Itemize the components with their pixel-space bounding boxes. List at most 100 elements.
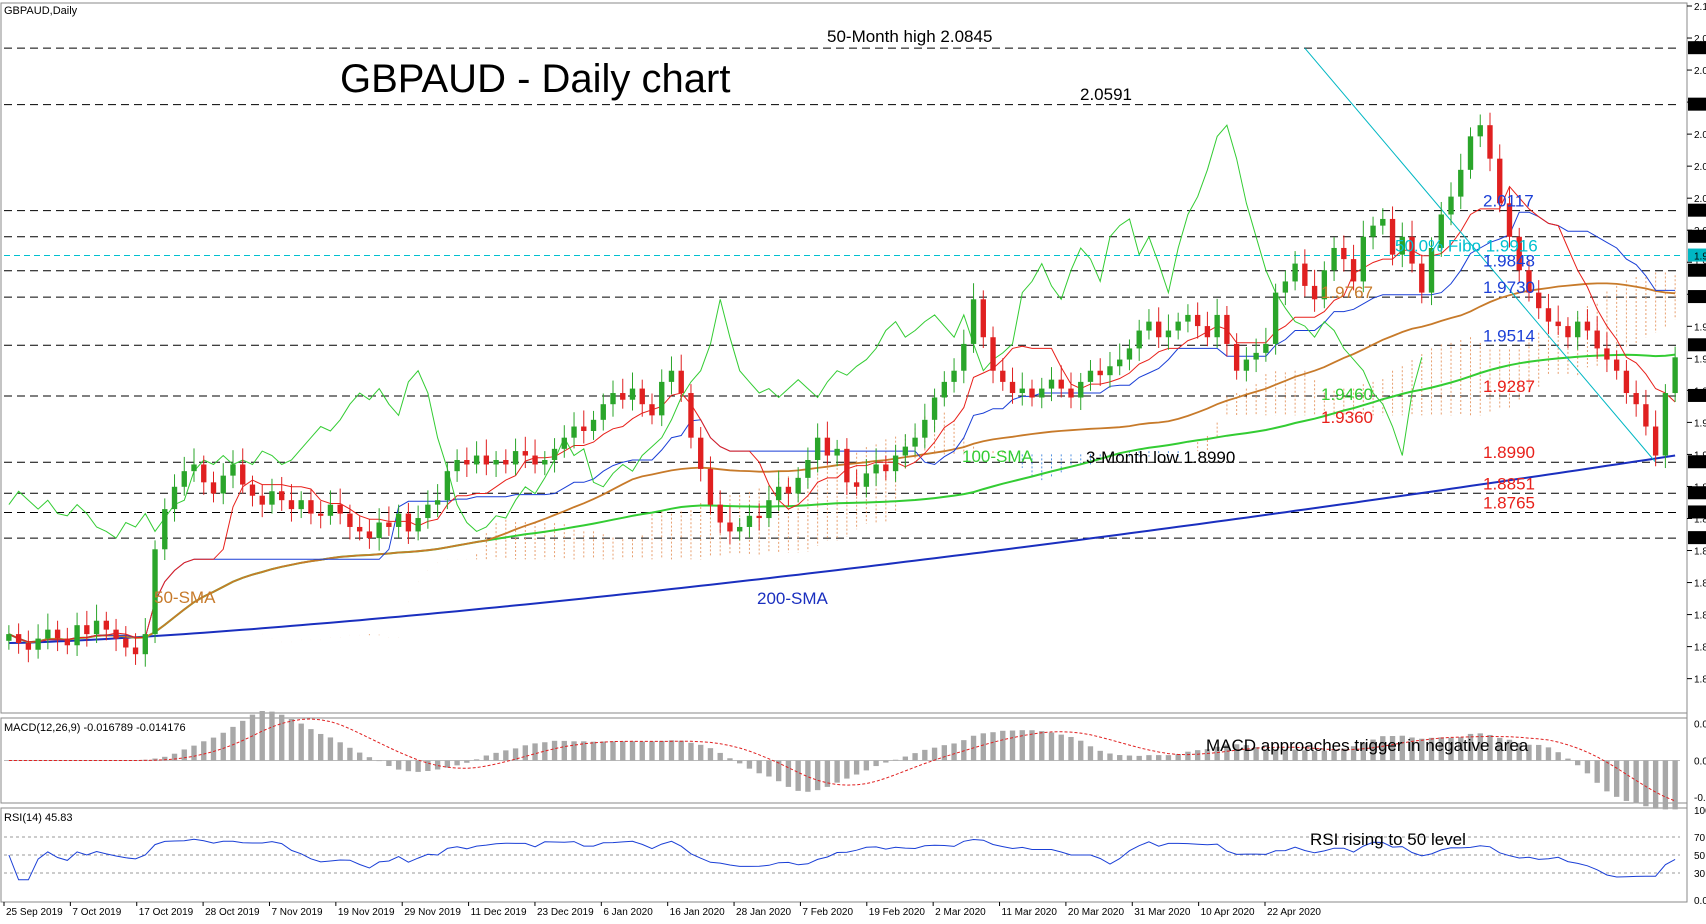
candle-body-77 bbox=[756, 515, 762, 519]
rsi-tick-0: 100.00 bbox=[1694, 806, 1706, 817]
candle-body-127 bbox=[1243, 359, 1250, 371]
candle-body-151 bbox=[1477, 125, 1483, 137]
candle-body-92 bbox=[902, 446, 909, 456]
candle-body-148 bbox=[1448, 196, 1454, 215]
candle-body-158 bbox=[1545, 308, 1552, 322]
candle-body-112 bbox=[1097, 370, 1103, 376]
candle-body-38 bbox=[376, 522, 382, 539]
candle-body-121 bbox=[1185, 314, 1191, 322]
candles bbox=[6, 112, 1678, 667]
candle-body-135 bbox=[1321, 270, 1328, 300]
macd-tick-0: 0.024026 bbox=[1694, 719, 1706, 730]
date-tick-12: 7 Feb 2020 bbox=[802, 907, 853, 918]
candle-body-129 bbox=[1263, 343, 1269, 353]
price-tag-box-11 bbox=[1688, 505, 1706, 519]
candle-body-33 bbox=[327, 504, 334, 516]
level-label-9: 1.8990 bbox=[1483, 443, 1535, 462]
candle-body-156 bbox=[1526, 270, 1532, 293]
price-tick-11: 1.94555 bbox=[1694, 354, 1706, 365]
candle-body-154 bbox=[1506, 203, 1513, 237]
chart-title: GBPAUD - Daily chart bbox=[340, 57, 730, 101]
price-tick-17: 1.85945 bbox=[1694, 547, 1706, 558]
price-tag-box-5 bbox=[1688, 263, 1706, 277]
candle-body-4 bbox=[45, 629, 51, 639]
candle-body-21 bbox=[210, 482, 217, 494]
candle-body-46 bbox=[454, 460, 460, 472]
price-tag-10: 1.88510 bbox=[1694, 489, 1706, 500]
candle-body-164 bbox=[1604, 348, 1610, 360]
candle-body-103 bbox=[1009, 381, 1016, 394]
candle-body-80 bbox=[785, 486, 792, 494]
level-label-11: 1.8765 bbox=[1483, 493, 1535, 512]
candle-body-119 bbox=[1165, 330, 1172, 338]
price-tag-box-9 bbox=[1688, 455, 1706, 469]
candle-body-31 bbox=[308, 500, 314, 514]
candle-body-41 bbox=[405, 513, 412, 532]
date-tick-6: 29 Nov 2019 bbox=[404, 907, 461, 918]
candle-body-12 bbox=[123, 638, 129, 648]
indicator-lines bbox=[8, 47, 1676, 644]
date-tick-14: 2 Mar 2020 bbox=[935, 907, 986, 918]
candle-body-132 bbox=[1292, 263, 1298, 282]
candle-body-25 bbox=[249, 484, 256, 496]
candle-body-105 bbox=[1029, 388, 1035, 398]
candle-body-114 bbox=[1117, 359, 1123, 367]
candle-body-19 bbox=[191, 464, 197, 472]
candle-body-54 bbox=[532, 455, 538, 465]
candle-body-78 bbox=[766, 500, 772, 519]
level-label-5: 1.9848 bbox=[1483, 252, 1535, 271]
candle-body-43 bbox=[425, 504, 431, 519]
candle-body-69 bbox=[678, 370, 684, 394]
candle-body-143 bbox=[1399, 236, 1405, 255]
candle-body-88 bbox=[863, 473, 870, 487]
candle-body-162 bbox=[1584, 321, 1591, 331]
candle-body-117 bbox=[1146, 321, 1152, 331]
candle-body-68 bbox=[668, 370, 675, 382]
price-tag-box-3 bbox=[1688, 229, 1706, 243]
candle-body-137 bbox=[1341, 247, 1347, 260]
level-label-4: 50.0% Fibo 1.9916 bbox=[1395, 237, 1538, 256]
candle-body-118 bbox=[1156, 321, 1162, 338]
candle-body-140 bbox=[1370, 225, 1376, 237]
candle-body-74 bbox=[727, 522, 733, 532]
price-tag-2: 2.01170 bbox=[1694, 207, 1706, 218]
level-label-2: 2.0117 bbox=[1483, 192, 1534, 211]
candle-body-147 bbox=[1438, 214, 1444, 248]
price-tag-4: 1.99160 bbox=[1694, 252, 1706, 263]
price-tag-3: 2.00000 bbox=[1694, 233, 1706, 244]
candle-body-124 bbox=[1214, 314, 1220, 338]
price-tag-box-6 bbox=[1688, 290, 1706, 304]
date-tick-13: 19 Feb 2020 bbox=[869, 907, 926, 918]
candle-body-81 bbox=[795, 477, 801, 494]
date-tick-16: 20 Mar 2020 bbox=[1068, 907, 1125, 918]
candle-body-149 bbox=[1458, 169, 1464, 197]
candle-body-49 bbox=[483, 455, 490, 465]
date-tick-2: 17 Oct 2019 bbox=[139, 907, 194, 918]
symbol-label: GBPAUD,Daily bbox=[4, 5, 78, 17]
candle-body-67 bbox=[659, 381, 665, 416]
candle-body-167 bbox=[1633, 393, 1639, 405]
candle-body-111 bbox=[1087, 370, 1094, 382]
candle-body-166 bbox=[1623, 370, 1630, 394]
date-tick-3: 28 Oct 2019 bbox=[205, 907, 260, 918]
rsi-tick-3: 30.00 bbox=[1694, 869, 1706, 880]
level-label-7: 1.9514 bbox=[1483, 326, 1535, 345]
candle-body-42 bbox=[415, 518, 421, 532]
candle-body-1 bbox=[15, 634, 22, 644]
price-tick-13: 1.91685 bbox=[1694, 418, 1706, 429]
sma50-line bbox=[8, 282, 1676, 644]
candle-body-16 bbox=[162, 509, 168, 550]
rsi-line: 100.00 70.00 50.00 30.00 0.00 bbox=[4, 806, 1706, 907]
candle-body-104 bbox=[1019, 388, 1025, 394]
date-tick-17: 31 Mar 2020 bbox=[1134, 907, 1191, 918]
date-tick-8: 23 Dec 2019 bbox=[537, 907, 594, 918]
candle-body-107 bbox=[1048, 379, 1055, 389]
date-tick-5: 19 Nov 2019 bbox=[338, 907, 395, 918]
candle-body-168 bbox=[1643, 404, 1649, 427]
macd-histogram: 0.024026 0.000000 -0.023624 bbox=[4, 710, 1706, 810]
candle-body-87 bbox=[853, 482, 860, 487]
candle-body-72 bbox=[707, 468, 714, 505]
candle-body-125 bbox=[1224, 314, 1230, 344]
